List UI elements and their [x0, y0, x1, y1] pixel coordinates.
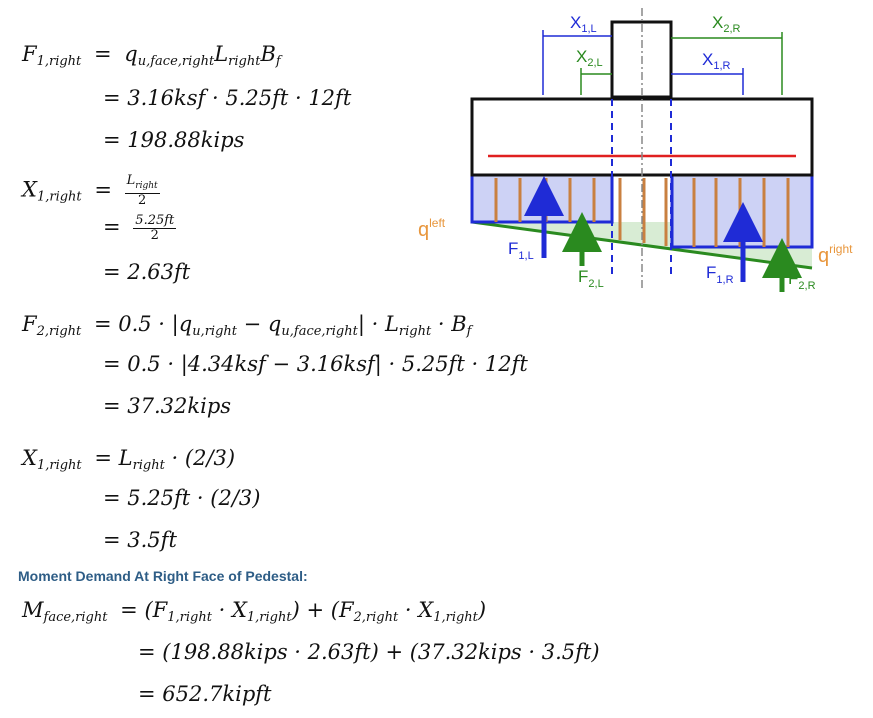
eq-f1-line1: F1,right = qu,face,rightLrightBf [22, 42, 281, 69]
label-f1l: F1,L [508, 239, 534, 262]
eq-m-line3: = 652.7kipft [138, 682, 272, 706]
label-f1r: F1,R [706, 263, 734, 286]
fraction-525-over-2: 5.25ft 2 [133, 213, 177, 243]
eq-x1b-line3: = 3.5ft [103, 528, 177, 552]
eq-m-line2: = (198.88kips · 2.63ft) + (37.32kips · 3… [138, 640, 600, 664]
fraction-l-over-2: Lright 2 [124, 173, 160, 208]
section-heading: Moment Demand At Right Face of Pedestal: [18, 568, 308, 584]
label-f2l: F2,L [578, 267, 604, 290]
label-qleft: qleft [418, 216, 446, 241]
eq-x1b-line2: = 5.25ft · (2/3) [103, 486, 261, 510]
eq-x1b-line1: X1,right = Lright · (2/3) [22, 446, 236, 473]
eq-f2-line3: = 37.32kips [103, 394, 232, 418]
eq-x1a-line3: = 2.63ft [103, 260, 191, 284]
footing-pressure-diagram: X1,L X2,R X2,L X1,R qleft qright F1,L F2… [418, 8, 853, 292]
label-qright: qright [818, 242, 853, 267]
label-x2l: X2,L [576, 47, 603, 69]
eq-x1a-line1: X1,right = Lright 2 [22, 173, 160, 208]
label-x2r: X2,R [712, 13, 741, 35]
label-f2r: F2,R [788, 269, 816, 292]
eq-f1-line2: = 3.16ksf · 5.25ft · 12ft [103, 86, 352, 110]
eq-f2-line2: = 0.5 · |4.34ksf − 3.16ksf| · 5.25ft · 1… [103, 352, 528, 376]
eq-m-line1: Mface,right = (F1,right · X1,right) + (F… [22, 598, 487, 625]
eq-f1-line3: = 198.88kips [103, 128, 245, 152]
eq-f2-line1: F2,right = 0.5 · |qu,right − qu,face,rig… [22, 312, 472, 339]
label-x1l: X1,L [570, 13, 597, 35]
pressure-slope-line [471, 220, 813, 270]
eq-x1a-line2: = 5.25ft 2 [103, 213, 177, 243]
label-x1r: X1,R [702, 50, 731, 72]
